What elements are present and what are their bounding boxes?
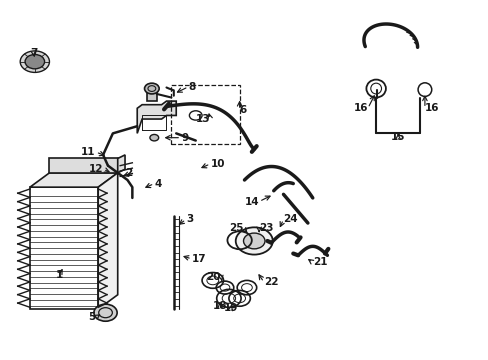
Text: 19: 19 — [223, 303, 238, 314]
Text: 7: 7 — [30, 48, 38, 58]
Text: 23: 23 — [259, 224, 273, 233]
Polygon shape — [118, 155, 125, 173]
Text: 13: 13 — [196, 114, 210, 124]
Polygon shape — [98, 173, 118, 309]
Text: 18: 18 — [212, 301, 227, 311]
Text: 20: 20 — [206, 272, 221, 282]
Bar — [171, 85, 239, 144]
Circle shape — [20, 51, 49, 72]
Text: 25: 25 — [228, 224, 243, 233]
Polygon shape — [137, 101, 176, 134]
Text: 16: 16 — [353, 103, 367, 113]
Text: 17: 17 — [191, 254, 206, 264]
Text: 22: 22 — [264, 277, 278, 287]
Text: 5: 5 — [88, 312, 96, 322]
Circle shape — [94, 304, 117, 321]
Text: 11: 11 — [81, 147, 96, 157]
Text: 16: 16 — [424, 103, 439, 113]
Text: 3: 3 — [185, 215, 193, 224]
Text: 21: 21 — [312, 257, 326, 267]
Text: 4: 4 — [154, 179, 162, 189]
Text: 8: 8 — [188, 82, 195, 92]
Text: 14: 14 — [244, 197, 259, 207]
Polygon shape — [30, 187, 98, 309]
Polygon shape — [147, 90, 157, 101]
Circle shape — [243, 233, 264, 249]
Circle shape — [150, 134, 158, 141]
Polygon shape — [49, 158, 118, 173]
Circle shape — [25, 54, 44, 69]
Text: 9: 9 — [181, 133, 188, 143]
Circle shape — [144, 83, 159, 94]
Circle shape — [235, 227, 272, 255]
Text: 6: 6 — [239, 105, 246, 115]
Text: 15: 15 — [390, 132, 405, 142]
Text: 24: 24 — [283, 215, 298, 224]
Text: 12: 12 — [88, 164, 103, 174]
Text: 2: 2 — [125, 168, 132, 178]
Polygon shape — [30, 173, 118, 187]
Text: 10: 10 — [210, 159, 224, 169]
Text: 1: 1 — [56, 270, 62, 280]
